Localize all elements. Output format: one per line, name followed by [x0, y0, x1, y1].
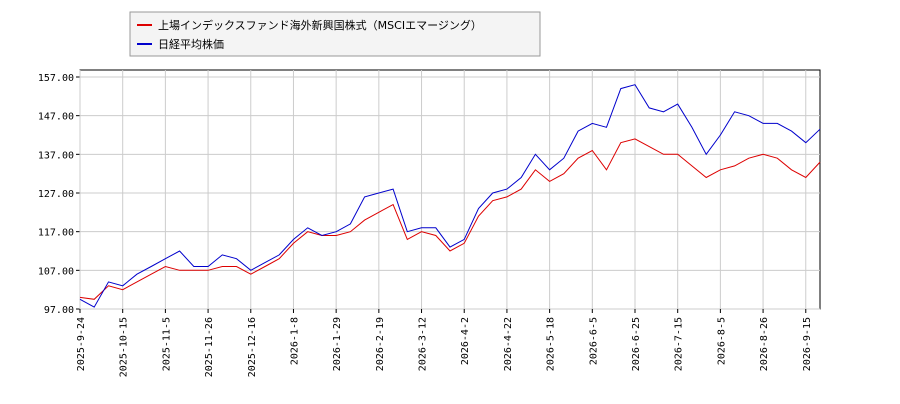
y-tick-label: 127.00	[38, 189, 74, 200]
y-tick-label: 157.00	[38, 73, 74, 84]
y-tick-label: 107.00	[38, 266, 74, 277]
legend-label: 日経平均株価	[158, 37, 224, 51]
x-tick-label: 2026-8-26	[759, 317, 770, 371]
x-tick-label: 2025-10-15	[119, 317, 130, 377]
line-series	[79, 84, 821, 308]
x-tick-label: 2026-8-5	[716, 317, 727, 365]
plot-frame	[79, 69, 821, 310]
x-tick-label: 2025-11-5	[161, 317, 172, 371]
x-tick-label: 2026-2-19	[375, 317, 386, 371]
y-tick-label: 137.00	[38, 150, 74, 161]
x-tick-label: 2026-3-12	[418, 317, 429, 371]
x-tick-label: 2026-1-8	[289, 317, 300, 365]
x-tick-label: 2025-12-16	[247, 317, 258, 377]
legend	[129, 11, 541, 57]
line-series	[79, 138, 821, 300]
y-tick-label: 97.00	[44, 305, 74, 316]
x-tick-label: 2025-11-26	[204, 317, 215, 377]
x-tick-label: 2026-9-15	[802, 317, 813, 371]
y-tick-label: 117.00	[38, 228, 74, 239]
x-tick-label: 2026-4-22	[503, 317, 514, 371]
x-tick-label: 2026-6-5	[588, 317, 599, 365]
y-tick-label: 147.00	[38, 112, 74, 123]
x-tick-label: 2026-4-2	[460, 317, 471, 365]
x-tick-label: 2025-9-24	[76, 317, 87, 371]
legend-label: 上場インデックスファンド海外新興国株式（MSCIエマージング）	[158, 18, 482, 32]
x-tick-label: 2026-6-25	[631, 317, 642, 371]
x-tick-label: 2026-5-18	[546, 317, 557, 371]
x-tick-label: 2026-1-29	[332, 317, 343, 371]
x-tick-label: 2026-7-15	[674, 317, 685, 371]
